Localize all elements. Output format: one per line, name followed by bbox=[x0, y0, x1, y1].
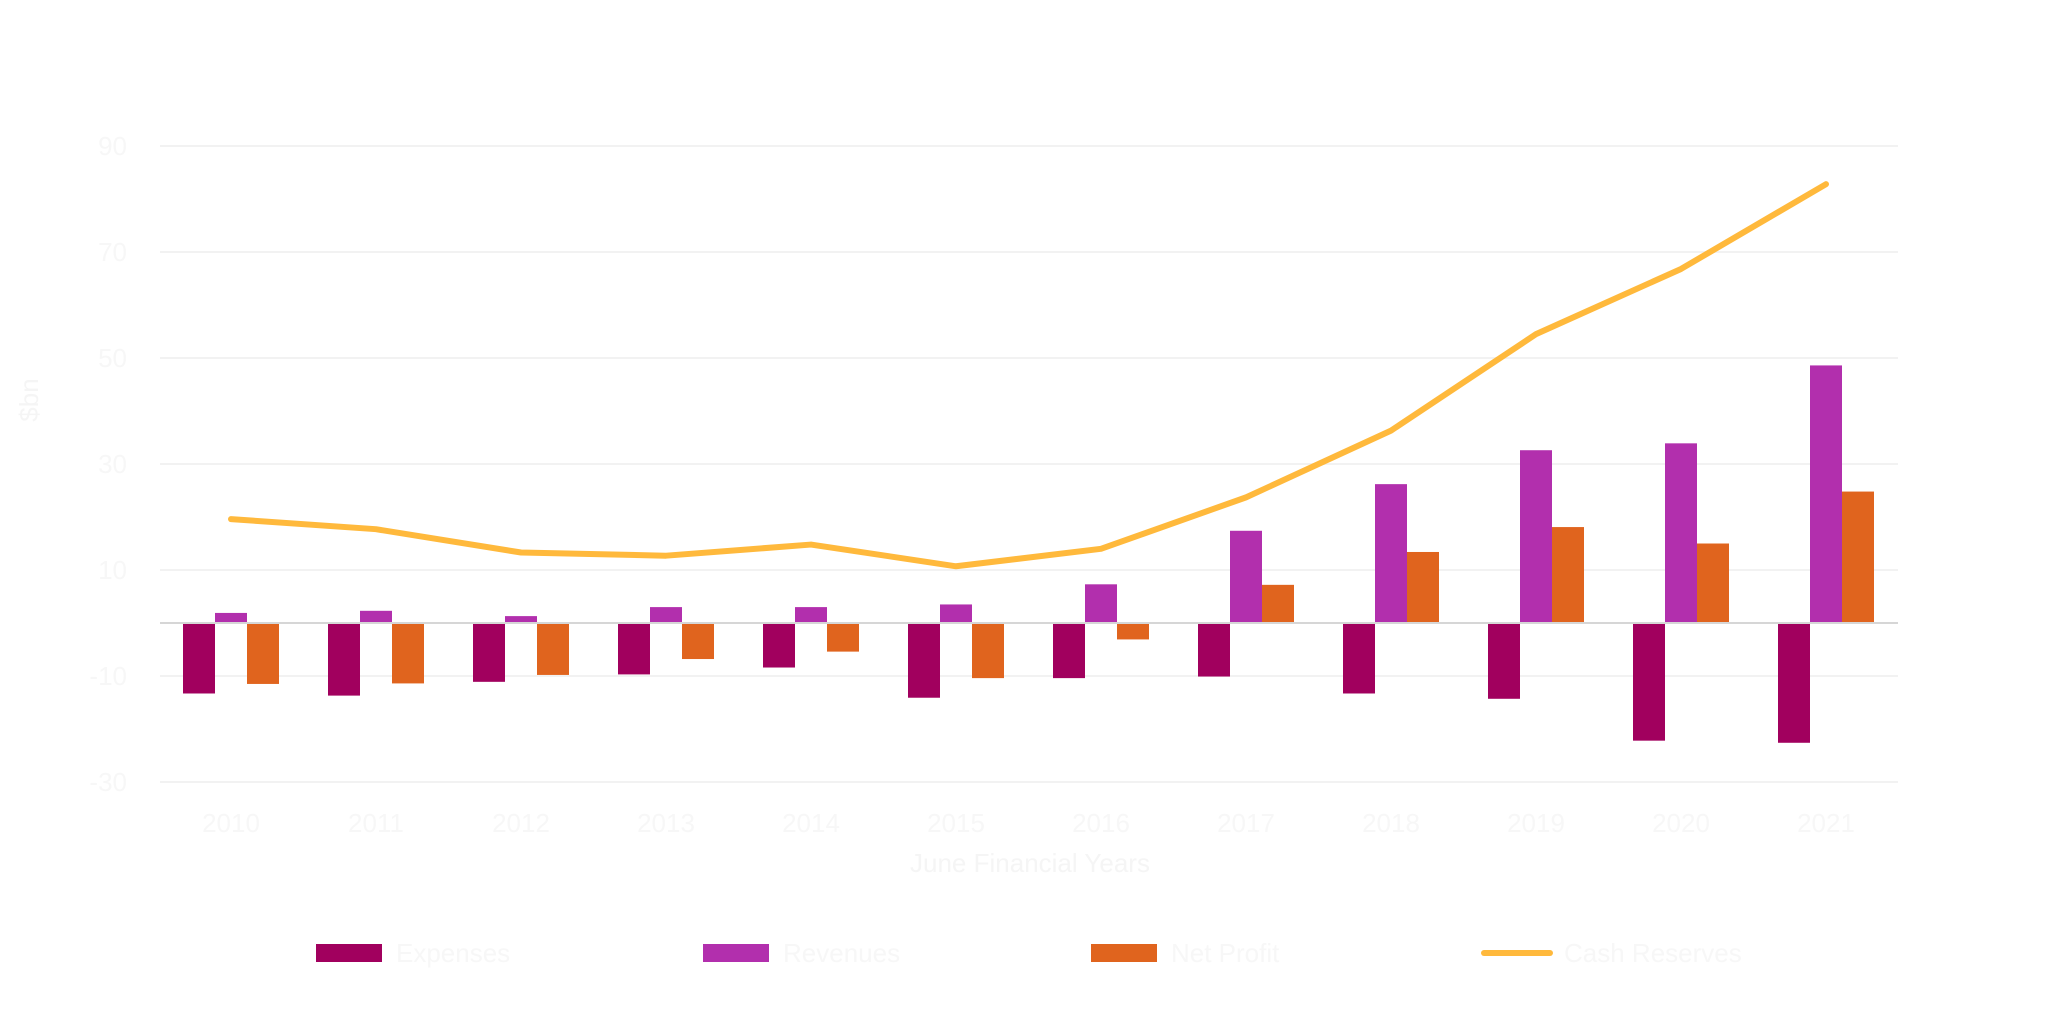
bar-revenues bbox=[215, 612, 247, 623]
legend-swatch bbox=[1091, 944, 1157, 962]
x-tick-label: 2018 bbox=[1362, 808, 1420, 838]
bar-revenues bbox=[1375, 484, 1407, 623]
legend-label: Expenses bbox=[396, 938, 510, 968]
bar-net-profit bbox=[537, 623, 569, 675]
bar-revenues bbox=[795, 607, 827, 623]
x-axis-ticks: 2010 2011 2012 2013 2014 2015 2016 2017 2018 2019… bbox=[202, 808, 1855, 838]
x-tick-label: 2015 bbox=[927, 808, 985, 838]
bar-net-profit bbox=[1262, 584, 1294, 623]
bar-net-profit bbox=[1407, 551, 1439, 623]
legend-item: Revenues bbox=[703, 938, 900, 968]
y-axis-ticks: -30 -10 10 30 50 70 90 bbox=[89, 131, 127, 797]
y-tick-label: 10 bbox=[98, 555, 127, 585]
bar-expenses bbox=[1198, 623, 1230, 677]
bar-expenses bbox=[183, 623, 215, 694]
bar-expenses bbox=[1343, 623, 1375, 694]
legend-label: Net Profit bbox=[1171, 938, 1280, 968]
bar-expenses bbox=[328, 623, 360, 696]
x-tick-label: 2019 bbox=[1507, 808, 1565, 838]
gridlines bbox=[160, 145, 1898, 783]
legend-item: Expenses bbox=[316, 938, 510, 968]
bar-expenses bbox=[1778, 623, 1810, 743]
bar-net-profit bbox=[1552, 527, 1584, 623]
legend: Expenses Revenues Net Profit Cash Reserves bbox=[316, 938, 1742, 968]
legend-swatch bbox=[316, 944, 382, 962]
legend-label: Revenues bbox=[783, 938, 900, 968]
bars bbox=[183, 365, 1874, 743]
bar-net-profit bbox=[682, 623, 714, 660]
bar-net-profit bbox=[247, 623, 279, 684]
bar-revenues bbox=[940, 604, 972, 623]
x-tick-label: 2021 bbox=[1797, 808, 1855, 838]
y-tick-label: -10 bbox=[89, 661, 127, 691]
cash-reserves-line-layer bbox=[228, 181, 1829, 570]
bar-expenses bbox=[1053, 623, 1085, 679]
bar-net-profit bbox=[392, 623, 424, 684]
bar-expenses bbox=[1488, 623, 1520, 699]
legend-item: Cash Reserves bbox=[1481, 938, 1742, 968]
y-tick-label: 70 bbox=[98, 237, 127, 267]
bar-revenues bbox=[505, 616, 537, 623]
y-tick-label: -30 bbox=[89, 767, 127, 797]
bar-expenses bbox=[618, 623, 650, 675]
legend-swatch bbox=[703, 944, 769, 962]
legend-label: Cash Reserves bbox=[1564, 938, 1742, 968]
y-tick-label: 30 bbox=[98, 449, 127, 479]
x-tick-label: 2013 bbox=[637, 808, 695, 838]
bar-net-profit bbox=[1697, 543, 1729, 623]
x-tick-label: 2010 bbox=[202, 808, 260, 838]
bar-expenses bbox=[908, 623, 940, 698]
bar-net-profit bbox=[1117, 623, 1149, 640]
y-tick-label: 50 bbox=[98, 343, 127, 373]
bar-expenses bbox=[763, 623, 795, 668]
bar-revenues bbox=[1520, 450, 1552, 623]
bar-net-profit bbox=[972, 623, 1004, 679]
bar-net-profit bbox=[1842, 491, 1874, 623]
x-tick-label: 2020 bbox=[1652, 808, 1710, 838]
bar-net-profit bbox=[827, 623, 859, 652]
x-tick-label: 2012 bbox=[492, 808, 550, 838]
x-tick-label: 2011 bbox=[348, 808, 404, 838]
bar-expenses bbox=[473, 623, 505, 682]
bar-revenues bbox=[650, 607, 682, 623]
bar-revenues bbox=[1085, 584, 1117, 623]
x-axis-title: June Financial Years bbox=[910, 848, 1150, 878]
bar-revenues bbox=[360, 610, 392, 623]
bar-revenues bbox=[1230, 530, 1262, 623]
legend-item: Net Profit bbox=[1091, 938, 1280, 968]
y-axis-title: $bn bbox=[14, 378, 44, 421]
bar-expenses bbox=[1633, 623, 1665, 741]
bar-revenues bbox=[1810, 365, 1842, 623]
x-tick-label: 2016 bbox=[1072, 808, 1130, 838]
x-tick-label: 2017 bbox=[1217, 808, 1275, 838]
bar-revenues bbox=[1665, 443, 1697, 623]
x-tick-label: 2014 bbox=[782, 808, 840, 838]
line-cash-reserves bbox=[228, 181, 1829, 570]
y-tick-label: 90 bbox=[98, 131, 127, 161]
